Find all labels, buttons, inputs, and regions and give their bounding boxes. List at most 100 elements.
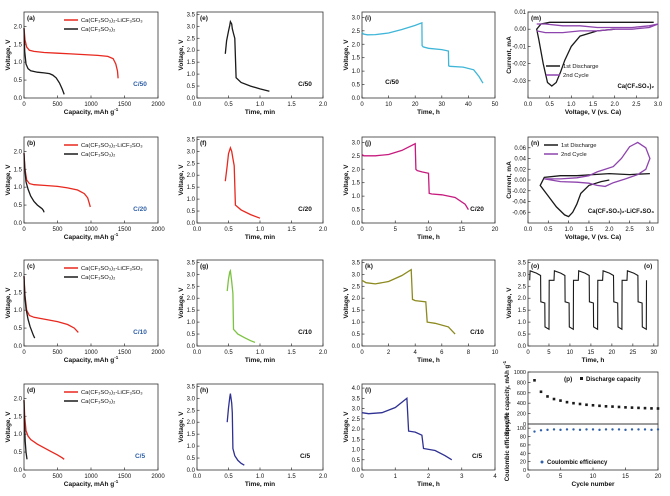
y-tick-label: 2.0 xyxy=(187,48,196,54)
y-axis-label: Voltage, V xyxy=(343,411,350,443)
y-tick-label: 1.0 xyxy=(187,320,196,326)
y-tick-label: 2.0 xyxy=(518,296,527,302)
panel-label: (o) xyxy=(531,263,539,270)
y-tick-label: 1.5 xyxy=(518,308,527,314)
x-axis-label: Time, min xyxy=(245,109,275,116)
x-tick-label: 0.0 xyxy=(193,350,202,356)
coulombic-efficiency-point xyxy=(572,428,575,431)
y-tick-label: 2.5 xyxy=(187,161,196,167)
panel-g: 0.0 0.5 1.0 1.5 2.0 0.0 0.5 1.0 1.5 2.0 2.5 3.0 3.5 T… xyxy=(178,259,328,364)
x-axis-label-sup: -1 xyxy=(114,479,118,484)
x-axis-label: Time, h xyxy=(417,481,440,488)
y-tick-label: 2.5 xyxy=(352,284,361,290)
coulombic-efficiency-point xyxy=(637,428,640,431)
y-tick-label: 1.0 xyxy=(14,185,23,191)
x-axis-label: Time, min xyxy=(245,234,275,241)
y-tick-label: 0.5 xyxy=(187,456,196,462)
x-axis-label: Capacity, mAh g-1 xyxy=(64,232,119,241)
y-tick-label: -0.02 xyxy=(512,189,526,195)
x-tick-label: 20 xyxy=(609,350,616,356)
rate-label: C/5 xyxy=(472,453,483,460)
x-tick-label: 6 xyxy=(440,350,444,356)
y-tick-label: 0.04 xyxy=(514,157,526,163)
x-tick-label: 1.5 xyxy=(287,474,296,480)
panel-label: (k) xyxy=(365,263,373,270)
y-tick-label: 0.5 xyxy=(352,208,361,214)
x-tick-label: 2.0 xyxy=(319,350,328,356)
legend-entry: Ca(CF₃SO₃)₂-LiCF₃SO₃ xyxy=(81,18,143,24)
discharge-capacity-point xyxy=(552,397,556,401)
x-tick-label: 0 xyxy=(22,350,26,356)
y-tick-label: 3.0 xyxy=(352,272,361,278)
y-tick-label: 0.0 xyxy=(352,96,361,102)
x-tick-label: 1000 xyxy=(84,102,98,108)
y-tick-label: 2.0 xyxy=(187,296,196,302)
coulombic-efficiency-point xyxy=(650,428,653,432)
series-line xyxy=(23,153,45,213)
series-line xyxy=(529,270,648,331)
panel-label: (b) xyxy=(27,140,35,147)
panel-label: (d) xyxy=(27,387,35,394)
y-tick-label: 1.0 xyxy=(187,197,196,203)
legend-entry: Ca(CF₃SO₃)₂ xyxy=(81,275,115,281)
rate-label: C/5 xyxy=(135,453,146,460)
legend-entry: 2nd Cycle xyxy=(561,152,587,158)
legend-entry: Discharge capacity xyxy=(586,377,641,383)
y-tick-label: -0.03 xyxy=(512,79,526,85)
panel-i: 0 10 20 30 40 50 0.0 0.5 1.0 1.5 2.0 2.5 3.0 Time, h V… xyxy=(343,11,499,116)
x-axis-label: Time, min xyxy=(245,481,275,488)
legend-entry: Ca(CF₃SO₃)₂ xyxy=(81,152,115,158)
y-axis-label: Voltage, V xyxy=(5,164,12,196)
y-tick-label: 3.5 xyxy=(352,260,361,266)
discharge-capacity-point xyxy=(656,407,660,410)
x-tick-label: 10 xyxy=(425,227,432,233)
y-tick-label: 2.0 xyxy=(352,296,361,302)
x-tick-label: 0.0 xyxy=(524,227,533,233)
discharge-capacity-point xyxy=(604,405,608,408)
series-line xyxy=(226,393,245,466)
y-tick-label: 0.00 xyxy=(514,178,526,184)
discharge-capacity-point xyxy=(572,401,575,405)
y-tick-label: 3.5 xyxy=(187,137,196,143)
x-axis-label-sup: -1 xyxy=(114,107,118,112)
series-line xyxy=(23,28,119,79)
y-tick-label: 1.5 xyxy=(352,56,361,62)
x-tick-label: 2.5 xyxy=(632,102,641,108)
y-tick-label: 1.0 xyxy=(187,444,196,450)
y-tick-label: 1.0 xyxy=(14,60,23,66)
y-tick-label: -0.04 xyxy=(512,200,526,206)
coulombic-efficiency-point xyxy=(598,428,601,432)
legend-entry: Ca(CF₃SO₃)₂-LiCF₃SO₃ xyxy=(81,266,143,272)
y-tick-label: 0.5 xyxy=(14,326,23,332)
y-tick-label: 2.5 xyxy=(187,284,196,290)
discharge-capacity-point xyxy=(585,403,588,407)
x-tick-label: 0.5 xyxy=(544,227,553,233)
discharge-capacity-point xyxy=(643,406,647,410)
x-tick-label: 3.0 xyxy=(646,227,655,233)
plot-frame xyxy=(361,259,496,347)
x-tick-label: 1.5 xyxy=(287,350,296,356)
x-tick-label: 20 xyxy=(655,474,662,480)
coulombic-efficiency-point xyxy=(552,428,556,431)
x-tick-label: 10 xyxy=(590,474,597,480)
series-line xyxy=(23,153,91,208)
series-line xyxy=(361,142,469,210)
series-line xyxy=(536,21,654,87)
y-tick-label: 0 xyxy=(523,468,526,474)
y-tick-label: 0.0 xyxy=(14,96,23,102)
legend-entry: Coulombic efficiency xyxy=(547,460,608,466)
x-tick-label: 15 xyxy=(588,350,595,356)
y-tick-label: 0.0 xyxy=(518,344,527,350)
x-tick-label: 10 xyxy=(567,350,574,356)
panel-label: (m) xyxy=(531,15,541,22)
y-tick-label: 2.5 xyxy=(518,284,527,290)
series-line xyxy=(224,145,261,219)
y-tick-label: 2.5 xyxy=(187,408,196,414)
rate-label: C/10 xyxy=(470,329,484,336)
y-tick-label: 0.5 xyxy=(518,332,527,338)
y-axis-label: Voltage, V xyxy=(343,39,350,71)
y-tick-label: 2.5 xyxy=(352,154,361,160)
x-tick-label: 1500 xyxy=(118,474,132,480)
x-tick-label: 20 xyxy=(412,102,419,108)
